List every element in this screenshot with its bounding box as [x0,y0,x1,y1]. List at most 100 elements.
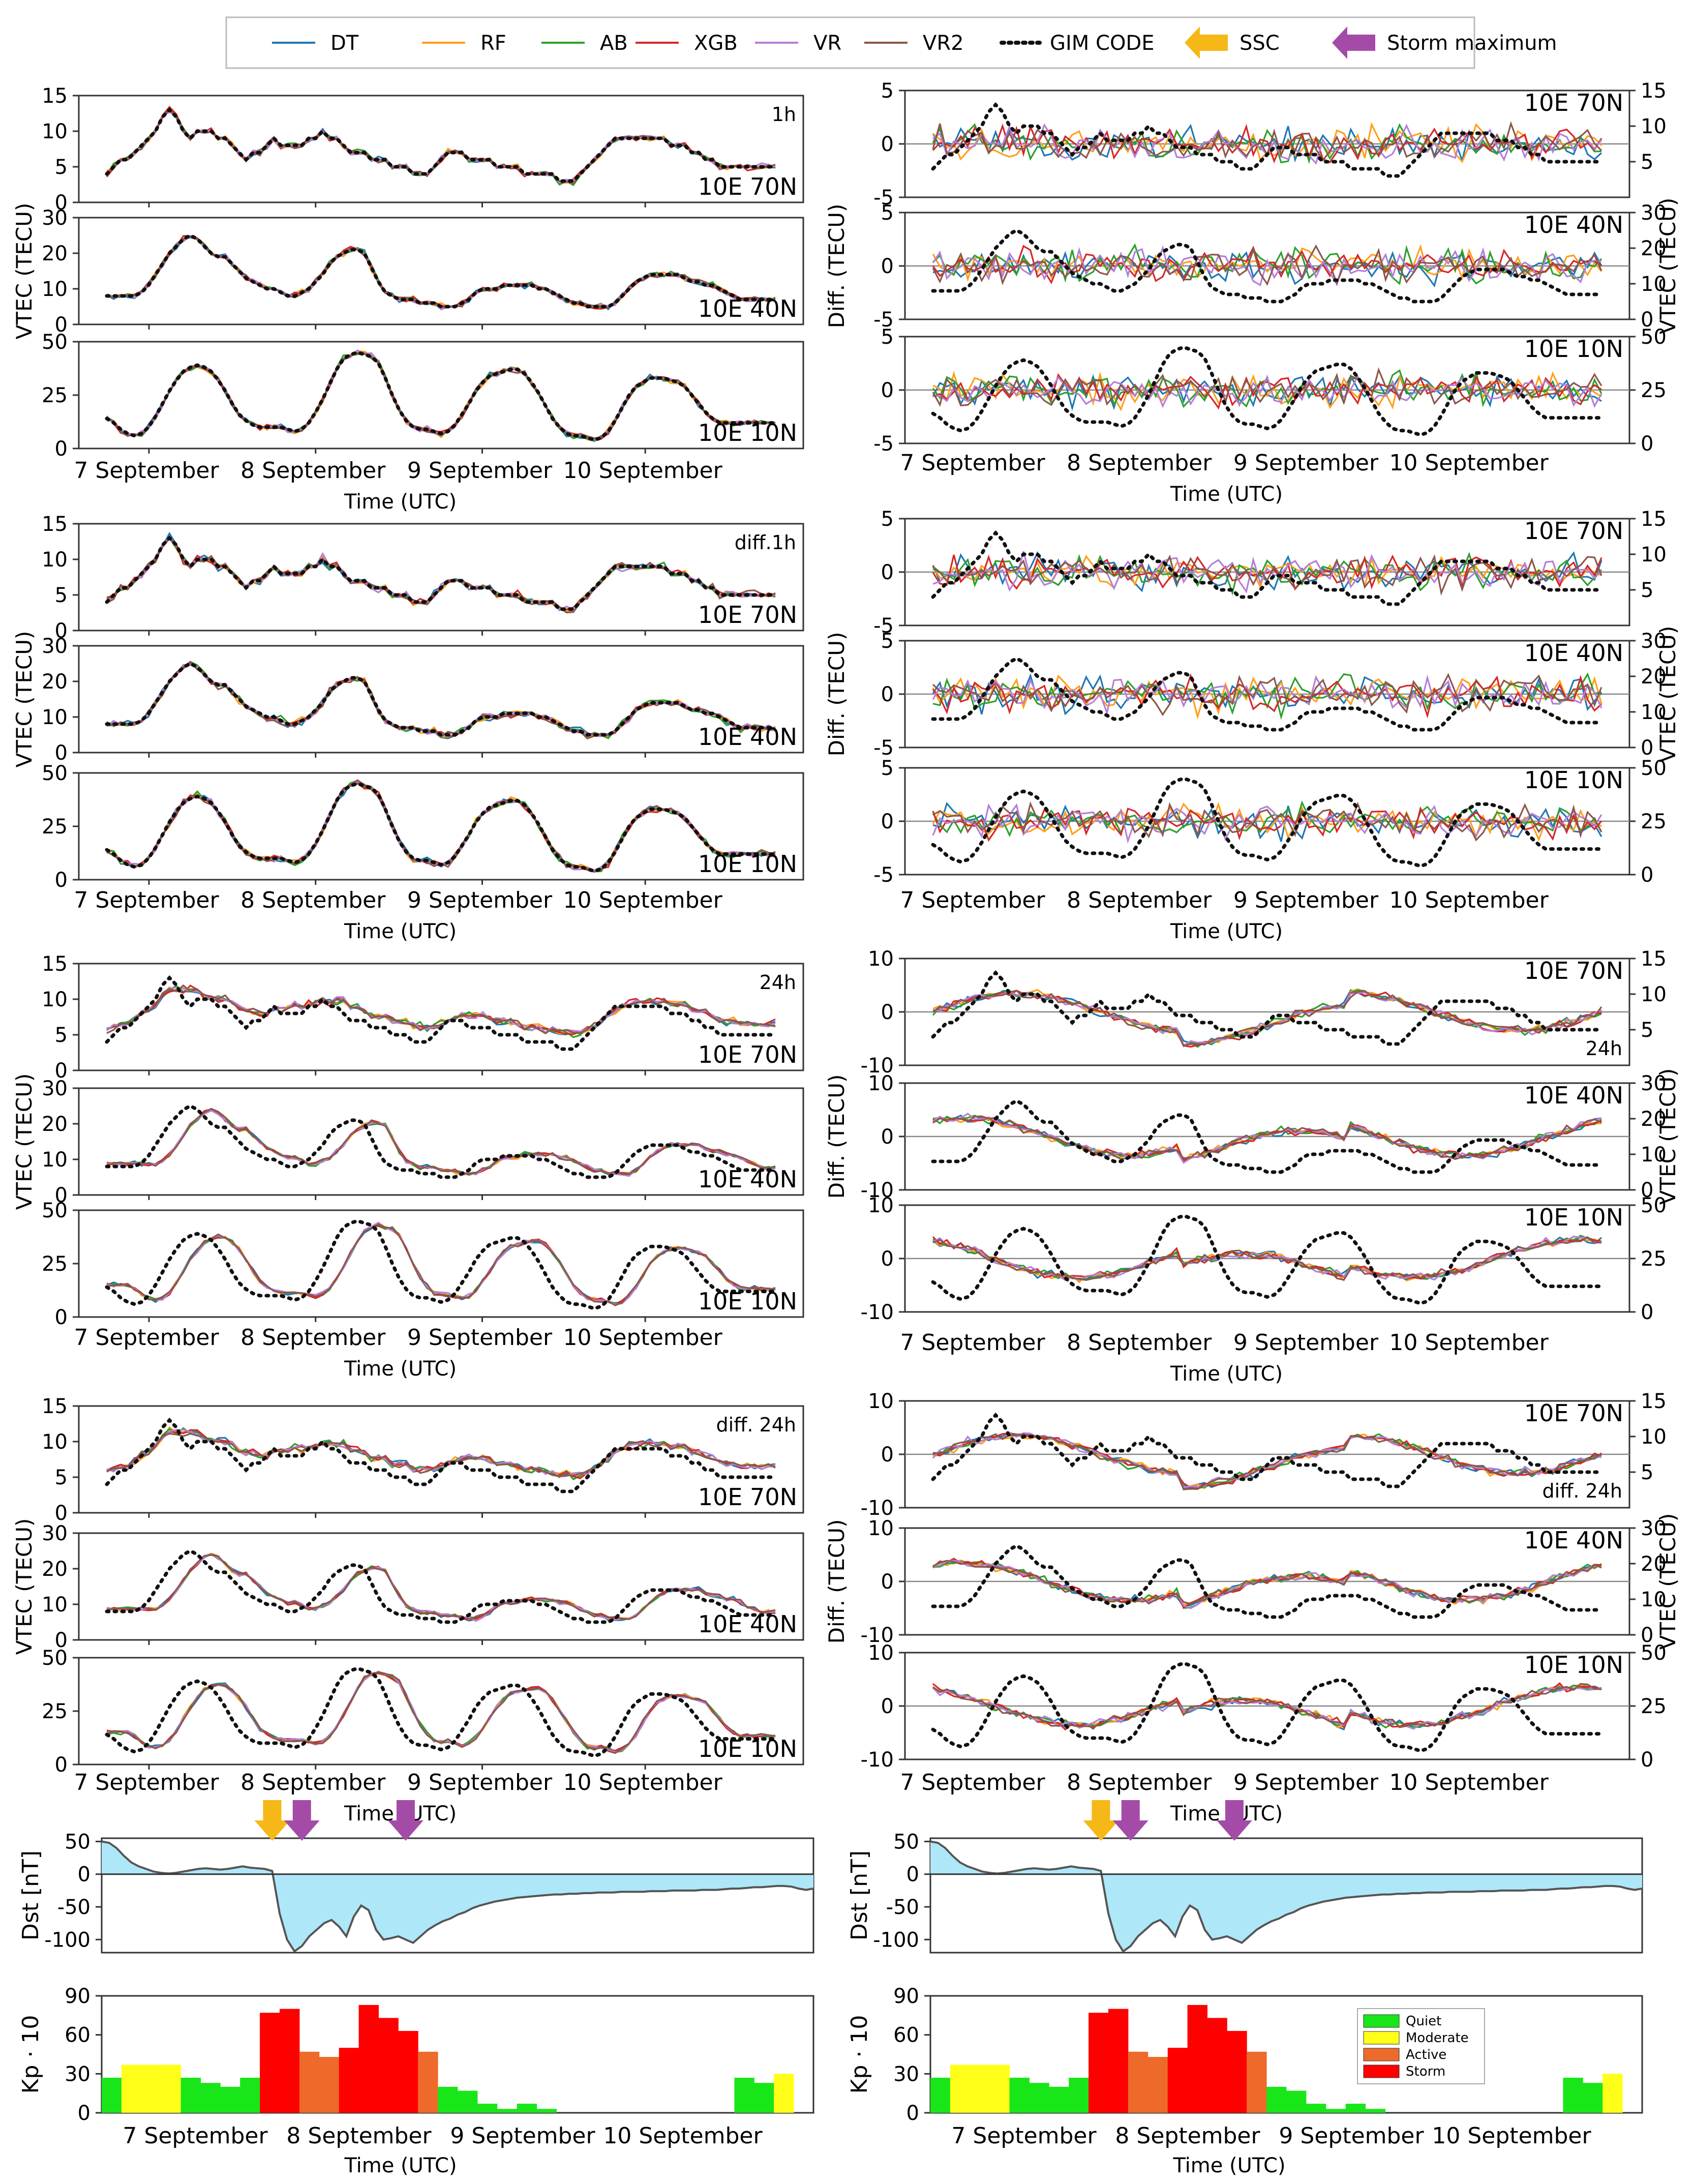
y2-tick-label: 0 [1641,308,1653,332]
series-vr [106,780,776,872]
y2-tick-label: 25 [1641,810,1667,833]
series-gim-code [105,233,777,309]
y2-axis-label: VTEC (TECU) [1655,626,1680,763]
station-label: 10E 10N [1524,335,1623,363]
series-xgb [932,990,1602,1048]
series-vr2 [106,661,776,740]
series-vr2 [932,801,1603,842]
series-rf [106,536,776,612]
dst-area [102,1841,813,1952]
series-xgb [106,662,776,737]
kp-legend-label: Active [1406,2047,1446,2062]
kp-bar [161,2065,182,2113]
y-tick-label: 50 [893,1830,919,1853]
y-tick-label: 5 [881,201,894,225]
y-tick-label: 30 [42,206,68,230]
y-tick-label: -10 [861,1497,894,1520]
legend-entry-xgb: XGB [636,32,738,55]
kp-bar [1207,2018,1227,2113]
y-axis-label: Dst [nT] [18,1850,44,1940]
kp-bar [734,2078,754,2113]
date-label: 10 September [1389,887,1549,913]
y-tick-label: 0 [55,1629,68,1652]
series-vr [932,1560,1602,1609]
series-vr [932,1113,1602,1164]
series-xgb [106,352,776,440]
y-tick-label: 0 [906,2102,919,2125]
kp-bar [774,2074,794,2113]
date-label: 8 September [1115,2123,1260,2149]
series-gim-code [931,1544,1604,1619]
series-vr [932,245,1602,287]
date-label: 10 September [1389,1330,1549,1356]
series-vr2 [106,779,776,873]
y-axis-label: Diff. (TECU) [824,204,849,328]
y-tick-label: 25 [42,1700,68,1723]
date-label: 7 September [900,1330,1045,1356]
date-label: 10 September [563,458,723,484]
diff-panel-10e-40n: -10 0 10 0 10 20 30 10E 40N [861,1072,1667,1202]
y-tick-label: 20 [42,1558,68,1581]
kp-bar [121,2065,142,2113]
kp-bar [141,2065,162,2113]
axes-frame [78,963,804,1071]
legend-label: Storm maximum [1387,32,1557,55]
y-tick-label: 0 [881,561,894,584]
series-xgb [932,1558,1602,1609]
vtec-panel-10e-10n: 0 25 50 10E 10N [42,762,804,892]
kp-legend-swatch [1363,2014,1400,2028]
y-tick-label: 10 [42,278,68,301]
y-tick-label: 5 [881,630,894,653]
block-tag: 1h [772,103,796,126]
date-label: 7 September [74,1325,219,1351]
series-gim-code [105,1417,777,1493]
y-tick-label: 90 [893,1985,919,2008]
station-label: 10E 40N [698,1610,797,1638]
kp-bar [299,2051,320,2113]
date-label: 8 September [1067,887,1212,913]
y-tick-label: -50 [886,1896,919,1919]
legend-entry-dt: DT [272,32,359,55]
y-tick-label: -10 [861,1624,894,1647]
series-vr [106,111,776,184]
vtec-panel-10e-40n: 0 10 20 30 10E 40N [42,635,804,765]
y-tick-label: 10 [42,120,68,143]
y-tick-label: 30 [893,2062,919,2086]
date-label: 10 September [563,887,723,913]
vtec-panel-10e-70n: 0 5 10 15 10E 70N 24h [42,952,804,1083]
series-gim-code [105,1219,777,1310]
vtec-panel-10e-10n: 0 25 50 10E 10N [42,331,804,461]
series-vr2 [932,1683,1602,1728]
kp-bar [754,2083,774,2113]
kp-bar [220,2086,240,2113]
axes-frame [929,1837,1643,1954]
kp-bar [260,2013,280,2113]
block-tag: 24h [1586,1037,1622,1060]
block-tag: diff. 24h [716,1414,796,1436]
series-dt [106,1224,776,1304]
kp-bar [1325,2109,1346,2113]
kp-bar [102,2078,122,2113]
block-axis-labels: VTEC (TECU) Diff. (TECU) VTEC (TECU) 7 Sept… [12,626,1680,943]
y-axis-label: VTEC (TECU) [12,203,37,340]
series-rf [106,781,776,872]
kp-bar [989,2065,1010,2113]
date-label: 9 September [1279,2123,1424,2149]
station-label: 10E 40N [1524,639,1623,667]
y-tick-label: 60 [65,2024,90,2047]
y2-tick-label: 0 [1641,1624,1653,1647]
y-tick-label: 50 [42,1647,68,1670]
kp-legend-swatch [1363,2048,1400,2061]
y-tick-label: 10 [42,706,68,729]
kp-bar [1187,2005,1207,2113]
y-tick-label: 25 [42,1252,68,1276]
y-tick-label: 15 [42,952,68,976]
date-label: 7 September [900,1770,1045,1796]
date-label: 9 September [407,887,553,913]
kp-legend-swatch [1363,2031,1400,2045]
y-tick-label: 15 [42,84,68,108]
y2-tick-label: 20 [1641,1552,1667,1576]
y-tick-label: 0 [55,1184,68,1207]
y-tick-label: 10 [868,1641,894,1665]
legend-entry-gim-code: GIM CODE [1000,32,1155,55]
